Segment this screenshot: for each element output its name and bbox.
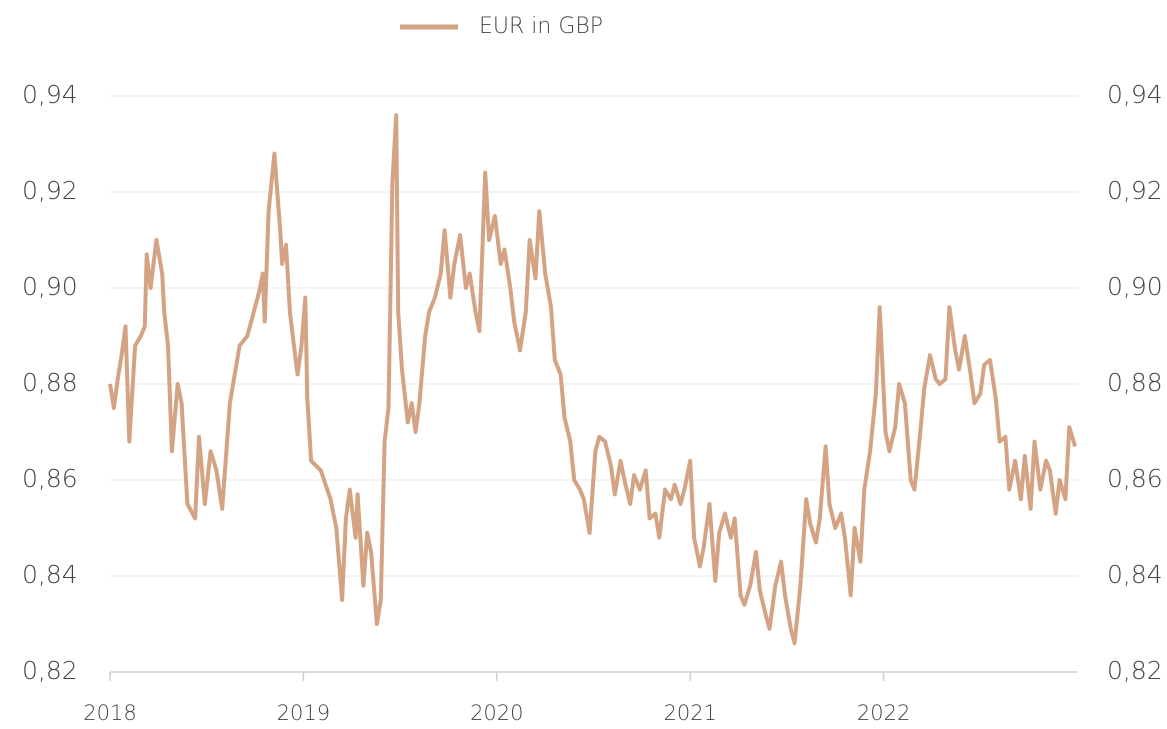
- y2-tick-label: 0,92: [1107, 176, 1163, 205]
- x-tick-label: 2018: [83, 701, 136, 725]
- y-tick-label: 0,86: [22, 464, 78, 493]
- y-tick-label: 0,90: [22, 272, 78, 301]
- y2-tick-label: 0,86: [1107, 464, 1163, 493]
- y2-tick-label: 0,94: [1107, 80, 1163, 109]
- y2-tick-label: 0,88: [1107, 368, 1163, 397]
- line-series: [108, 113, 1078, 646]
- y-tick-label: 0,94: [22, 80, 78, 109]
- y-tick-label: 0,84: [22, 560, 78, 589]
- x-tick-label: 2019: [277, 701, 330, 725]
- y2-tick-label: 0,82: [1107, 656, 1163, 685]
- y-tick-label: 0,92: [22, 176, 78, 205]
- x-tick-label: 2021: [663, 701, 716, 725]
- y2-tick-label: 0,84: [1107, 560, 1163, 589]
- y2-tick-label: 0,90: [1107, 272, 1163, 301]
- y-tick-label: 0,88: [22, 368, 78, 397]
- y-tick-label: 0,82: [22, 656, 78, 685]
- x-tick-label: 2022: [857, 701, 910, 725]
- legend-label: EUR in GBP: [479, 14, 603, 39]
- x-tick-label: 2020: [470, 701, 523, 725]
